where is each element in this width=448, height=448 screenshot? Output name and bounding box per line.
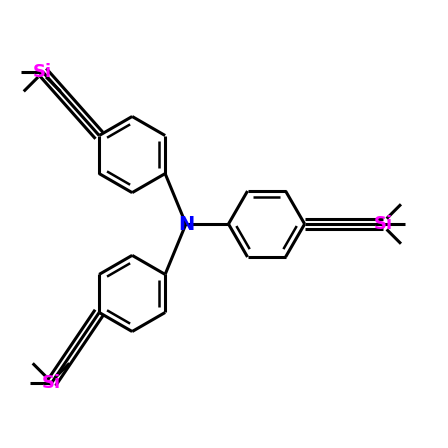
Text: Si: Si [42, 374, 61, 392]
Text: Si: Si [374, 215, 392, 233]
Text: N: N [178, 215, 194, 233]
Text: Si: Si [33, 63, 52, 81]
